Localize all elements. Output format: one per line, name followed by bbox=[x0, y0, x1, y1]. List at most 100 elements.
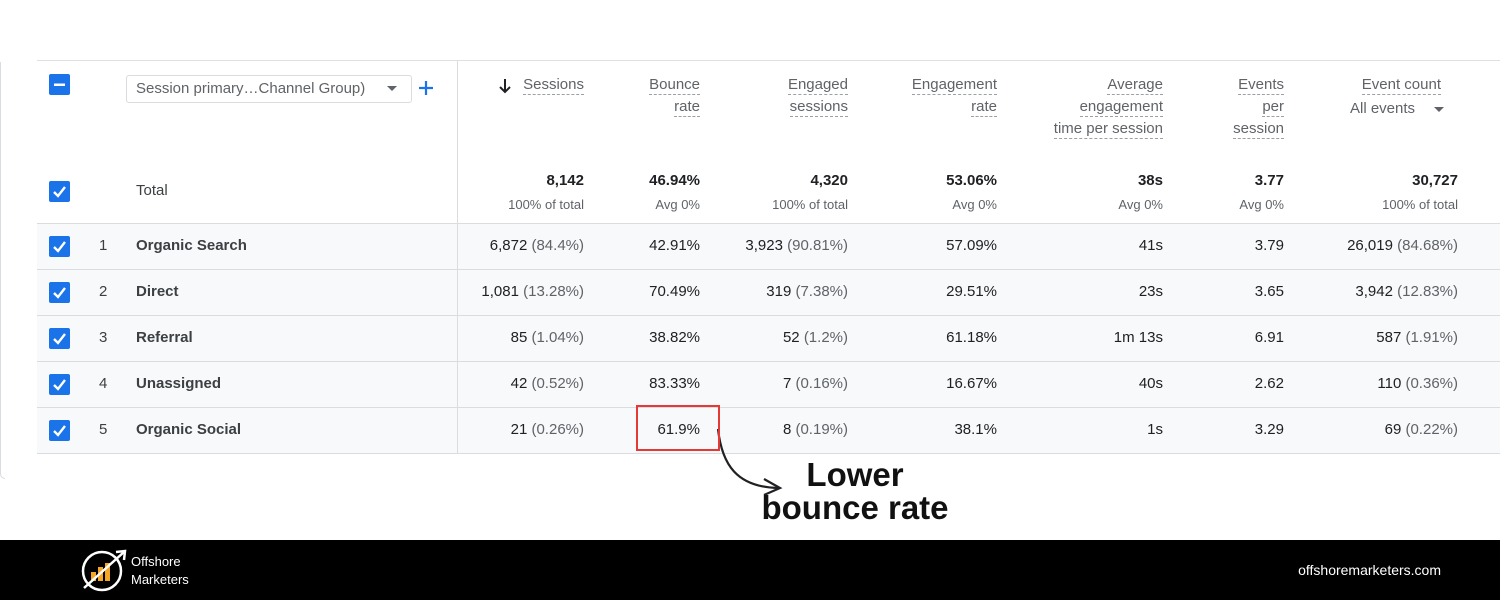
column-header[interactable]: session bbox=[1233, 120, 1284, 139]
cell-value: 70.49% bbox=[649, 283, 700, 300]
brand-logo bbox=[81, 549, 127, 592]
cell-value: 1m 13s bbox=[1113, 329, 1163, 346]
row-index: 1 bbox=[99, 237, 108, 254]
row-index: 3 bbox=[99, 329, 108, 346]
row-checkbox[interactable] bbox=[49, 236, 70, 257]
cell-value: 38.1% bbox=[954, 421, 997, 438]
column-header[interactable]: Bounce bbox=[649, 76, 700, 95]
cell-value: 16.67% bbox=[946, 375, 997, 392]
column-header[interactable]: engagement bbox=[1079, 98, 1163, 117]
cell-value: 8 bbox=[782, 421, 792, 438]
column-header[interactable]: Engagement bbox=[911, 76, 997, 95]
row-cell: 6,872 (84.4%) bbox=[490, 237, 584, 254]
dimension-dropdown[interactable]: Session primary…Channel Group) bbox=[126, 75, 412, 103]
cell-value: 42.91% bbox=[649, 237, 700, 254]
total-value: 3.77 bbox=[1254, 172, 1284, 189]
total-value: 4,320 bbox=[810, 172, 848, 189]
cell-value: 85 bbox=[510, 329, 528, 346]
row-channel: Organic Social bbox=[136, 421, 242, 438]
brand-name: Offshore Marketers bbox=[131, 553, 189, 589]
column-divider bbox=[457, 60, 458, 453]
select-all-checkbox[interactable] bbox=[49, 74, 70, 95]
row-cell: 57.09% bbox=[946, 237, 997, 254]
total-note: Avg 0% bbox=[1118, 197, 1163, 212]
row-cell: 3.65 bbox=[1255, 283, 1284, 300]
cell-share: (0.26%) bbox=[531, 421, 584, 438]
cell-value: 69 bbox=[1384, 421, 1402, 438]
row-checkbox[interactable] bbox=[49, 420, 70, 441]
total-note: Avg 0% bbox=[655, 197, 700, 212]
cell-value: 110 bbox=[1377, 375, 1402, 392]
cell-share: (1.04%) bbox=[531, 329, 584, 346]
row-cell: 40s bbox=[1139, 375, 1163, 392]
cell-share: (13.28%) bbox=[523, 283, 584, 300]
cell-value: 41s bbox=[1138, 237, 1163, 254]
cell-share: (0.22%) bbox=[1405, 421, 1458, 438]
table-row bbox=[37, 315, 1500, 362]
column-header[interactable]: time per session bbox=[1053, 120, 1163, 139]
row-cell: 52 (1.2%) bbox=[783, 329, 848, 346]
add-dimension-button[interactable] bbox=[418, 80, 434, 96]
row-cell: 1,081 (13.28%) bbox=[481, 283, 584, 300]
table-row bbox=[37, 361, 1500, 408]
brand-line: Marketers bbox=[131, 572, 189, 587]
cell-value: 3.79 bbox=[1254, 237, 1284, 254]
cell-value: 40s bbox=[1138, 375, 1163, 392]
row-cell: 26,019 (84.68%) bbox=[1347, 237, 1458, 254]
cell-value: 61.9% bbox=[657, 421, 700, 438]
cell-share: (0.19%) bbox=[795, 421, 848, 438]
card-edge bbox=[0, 62, 5, 479]
row-cell: 6.91 bbox=[1255, 329, 1284, 346]
column-header[interactable]: per bbox=[1262, 98, 1284, 117]
cell-share: (12.83%) bbox=[1397, 283, 1458, 300]
cell-share: (90.81%) bbox=[787, 237, 848, 254]
column-header[interactable]: Events bbox=[1238, 76, 1284, 95]
table-row bbox=[37, 223, 1500, 270]
row-cell: 70.49% bbox=[649, 283, 700, 300]
sort-arrow[interactable] bbox=[498, 78, 512, 94]
row-cell: 2.62 bbox=[1255, 375, 1284, 392]
row-cell: 3,923 (90.81%) bbox=[745, 237, 848, 254]
cell-value: 587 bbox=[1376, 329, 1402, 346]
column-header[interactable]: Engaged bbox=[787, 76, 848, 95]
total-value: 38s bbox=[1137, 172, 1163, 189]
cell-share: (1.2%) bbox=[803, 329, 848, 346]
table-row bbox=[37, 407, 1500, 454]
row-cell: 16.67% bbox=[946, 375, 997, 392]
cell-value: 21 bbox=[510, 421, 528, 438]
filter-caret bbox=[1434, 107, 1444, 112]
total-checkbox[interactable] bbox=[49, 181, 70, 202]
row-index: 5 bbox=[99, 421, 108, 438]
row-channel: Direct bbox=[136, 283, 179, 300]
column-header[interactable]: Average bbox=[1107, 76, 1163, 95]
row-cell: 38.1% bbox=[954, 421, 997, 438]
annotation-line: bounce rate bbox=[761, 489, 949, 526]
cell-value: 3,942 bbox=[1355, 283, 1393, 300]
cell-value: 3.65 bbox=[1254, 283, 1284, 300]
cell-value: 83.33% bbox=[649, 375, 700, 392]
row-cell: 3.79 bbox=[1255, 237, 1284, 254]
cell-value: 1,081 bbox=[481, 283, 519, 300]
column-header[interactable]: sessions bbox=[789, 98, 848, 117]
column-header[interactable]: rate bbox=[971, 98, 997, 117]
column-header[interactable]: Event count bbox=[1361, 76, 1441, 95]
row-channel: Unassigned bbox=[136, 375, 222, 392]
cell-share: (0.36%) bbox=[1405, 375, 1458, 392]
row-checkbox[interactable] bbox=[49, 374, 70, 395]
row-cell: 61.9% bbox=[657, 421, 700, 438]
footer-url[interactable]: offshoremarketers.com bbox=[1298, 562, 1441, 578]
cell-value: 3,923 bbox=[745, 237, 783, 254]
event-filter[interactable]: All events bbox=[1350, 100, 1416, 117]
row-checkbox[interactable] bbox=[49, 328, 70, 349]
row-cell: 61.18% bbox=[946, 329, 997, 346]
cell-value: 3.29 bbox=[1254, 421, 1284, 438]
cell-value: 6.91 bbox=[1254, 329, 1284, 346]
cell-value: 7 bbox=[782, 375, 792, 392]
cell-share: (7.38%) bbox=[795, 283, 848, 300]
row-checkbox[interactable] bbox=[49, 282, 70, 303]
dimension-label: Session primary…Channel Group) bbox=[136, 80, 366, 97]
cell-value: 52 bbox=[782, 329, 800, 346]
row-cell: 85 (1.04%) bbox=[511, 329, 584, 346]
column-header[interactable]: Sessions bbox=[523, 76, 584, 95]
column-header[interactable]: rate bbox=[674, 98, 700, 117]
